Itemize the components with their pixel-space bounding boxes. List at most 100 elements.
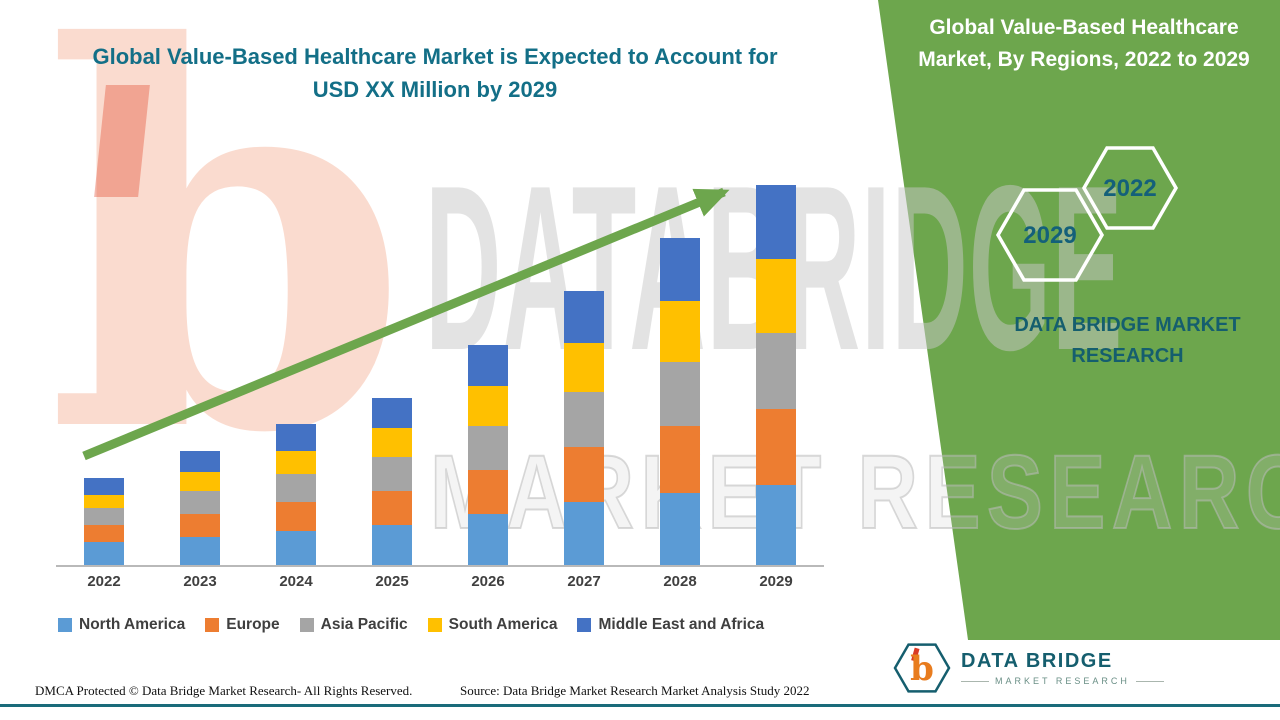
stacked-bar-2026 [468, 344, 508, 565]
stacked-bar-chart: 2022 2023 2024 2025 2026 2027 2028 2029 [56, 160, 824, 590]
bar-segment-europe [84, 525, 124, 543]
bar-segment-asia-pacific [84, 508, 124, 526]
page-title-line2: USD XX Million by 2029 [312, 77, 558, 102]
bar-segment-south-america [756, 259, 796, 334]
x-tick-label-2028: 2028 [663, 573, 697, 590]
bar-group-2024: 2024 [276, 160, 316, 590]
bar-segment-north-america [372, 525, 412, 565]
stacked-bar-2027 [564, 291, 604, 565]
legend-swatch-north-america [58, 618, 72, 632]
x-tick-label-2026: 2026 [471, 573, 505, 590]
x-tick-label-2023: 2023 [183, 573, 217, 590]
bar-segment-south-america [468, 386, 508, 427]
bar-segment-asia-pacific [468, 426, 508, 471]
legend-item-south-america: South America [427, 616, 558, 634]
legend-swatch-europe [205, 618, 220, 632]
banner-brand-text: DATA BRIDGE MARKET RESEARCH [1014, 314, 1241, 367]
data-bridge-logo: b DATA BRIDGE MARKET RESEARCH [893, 636, 1164, 700]
page-title-line1: Global Value-Based Healthcare Market is … [92, 44, 778, 69]
bar-segment-north-america [84, 542, 124, 565]
logo-hexagon-icon: b [893, 643, 951, 693]
banner-title: Global Value-Based Healthcare Market, By… [918, 16, 1250, 71]
hexagon-2029-label: 2029 [1023, 222, 1076, 249]
logo-divider-left [961, 680, 989, 682]
bar-group-2023: 2023 [180, 160, 220, 590]
bar-segment-north-america [660, 492, 700, 565]
bar-segment-middle-east-and-africa [84, 477, 124, 495]
legend-item-europe: Europe [205, 616, 280, 634]
bar-segment-south-america [84, 494, 124, 509]
bar-segment-europe [564, 447, 604, 503]
logo-b-letter: b [910, 649, 934, 689]
stacked-bar-2024 [276, 424, 316, 565]
bar-segment-asia-pacific [372, 456, 412, 491]
chart-legend: North America Europe Asia Pacific South Ame… [58, 616, 764, 634]
bar-segment-north-america [564, 502, 604, 565]
legend-swatch-south-america [427, 618, 442, 632]
bar-group-2026: 2026 [468, 160, 508, 590]
bar-group-2027: 2027 [564, 160, 604, 590]
hexagon-badges: 2029 2022 [995, 146, 1179, 282]
bar-segment-north-america [180, 536, 220, 565]
legend-swatch-asia-pacific [299, 618, 314, 632]
stacked-bar-2023 [180, 451, 220, 565]
logo-text-block: DATA BRIDGE MARKET RESEARCH [961, 650, 1164, 686]
legend-item-middle-east-and-africa: Middle East and Africa [577, 616, 764, 634]
bar-segment-north-america [468, 513, 508, 565]
bar-segment-asia-pacific [660, 361, 700, 427]
hexagon-2022-label: 2022 [1103, 175, 1156, 202]
bar-group-2022: 2022 [84, 160, 124, 590]
logo-red-accent [911, 647, 920, 662]
bar-segment-south-america [660, 300, 700, 362]
hexagon-2022-icon [1081, 146, 1179, 230]
bar-segment-middle-east-and-africa [564, 291, 604, 343]
bar-group-2028: 2028 [660, 160, 700, 590]
bar-segment-north-america [276, 530, 316, 565]
hexagon-2029-icon [995, 188, 1105, 282]
x-tick-label-2027: 2027 [567, 573, 601, 590]
legend-label-north-america: North America [79, 616, 186, 633]
bar-segment-middle-east-and-africa [180, 451, 220, 472]
bar-segment-europe [276, 502, 316, 531]
legend-label-asia-pacific: Asia Pacific [320, 616, 408, 633]
x-tick-label-2029: 2029 [759, 573, 793, 590]
stacked-bar-2029 [756, 185, 796, 565]
logo-title: DATA BRIDGE [961, 650, 1113, 672]
legend-item-asia-pacific: Asia Pacific [299, 616, 408, 634]
bar-segment-middle-east-and-africa [276, 424, 316, 452]
bar-segment-middle-east-and-africa [468, 344, 508, 387]
logo-divider-right [1135, 680, 1164, 682]
stacked-bar-2028 [660, 238, 700, 565]
bar-segment-south-america [180, 471, 220, 491]
bar-segment-middle-east-and-africa [372, 397, 412, 429]
stacked-bar-2025 [372, 397, 412, 565]
logo-subtitle-row: MARKET RESEARCH [961, 676, 1164, 686]
x-tick-label-2025: 2025 [375, 573, 409, 590]
bar-segment-middle-east-and-africa [660, 238, 700, 301]
page-title: Global Value-Based Healthcare Market is … [70, 40, 800, 106]
logo-subtitle: MARKET RESEARCH [995, 676, 1130, 686]
stacked-bar-2022 [84, 477, 124, 565]
legend-label-middle-east-and-africa: Middle East and Africa [598, 616, 765, 633]
x-tick-label-2022: 2022 [87, 573, 121, 590]
footer-divider [0, 704, 1280, 707]
bar-group-2025: 2025 [372, 160, 412, 590]
bar-segment-south-america [276, 451, 316, 474]
bar-segment-south-america [564, 342, 604, 393]
bar-segment-asia-pacific [564, 392, 604, 448]
bar-segment-middle-east-and-africa [756, 185, 796, 260]
bar-segment-asia-pacific [756, 333, 796, 410]
logo-hexagon-outline [893, 643, 951, 693]
bar-segment-europe [372, 490, 412, 526]
bar-segment-south-america [372, 428, 412, 457]
legend-label-europe: Europe [226, 616, 280, 633]
legend-label-south-america: South America [448, 616, 558, 633]
bar-segment-north-america [756, 485, 796, 565]
bar-segment-asia-pacific [276, 473, 316, 503]
source-note: Source: Data Bridge Market Research Mark… [460, 683, 810, 698]
bar-group-2029: 2029 [756, 160, 796, 590]
legend-swatch-middle-east-and-africa [577, 618, 592, 632]
bar-segment-asia-pacific [180, 490, 220, 514]
legend-item-north-america: North America [58, 616, 185, 634]
dmca-notice: DMCA Protected © Data Bridge Market Rese… [35, 683, 413, 698]
